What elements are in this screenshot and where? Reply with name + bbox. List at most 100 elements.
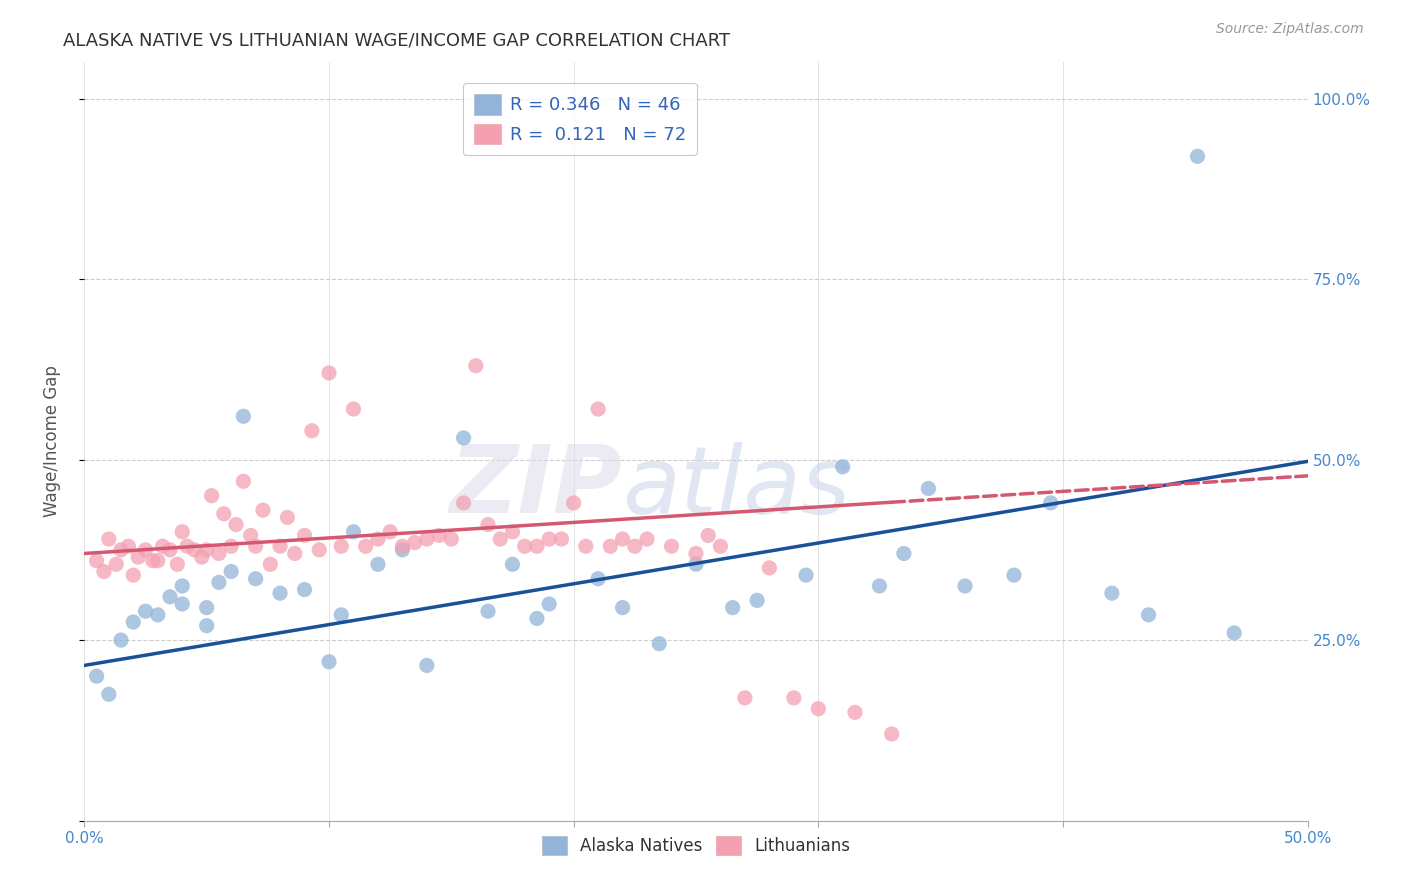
Text: atlas: atlas xyxy=(623,442,851,533)
Point xyxy=(404,535,426,549)
Point xyxy=(427,528,450,542)
Point xyxy=(526,539,548,553)
Point xyxy=(391,539,413,553)
Point xyxy=(586,572,609,586)
Point xyxy=(477,517,499,532)
Point xyxy=(135,542,157,557)
Point xyxy=(685,558,707,572)
Point xyxy=(844,706,866,720)
Point xyxy=(354,539,377,553)
Point xyxy=(367,558,389,572)
Point xyxy=(294,528,316,542)
Point xyxy=(1137,607,1160,622)
Point xyxy=(869,579,891,593)
Point xyxy=(208,546,231,560)
Point xyxy=(276,510,298,524)
Point xyxy=(831,459,853,474)
Point xyxy=(269,539,291,553)
Point xyxy=(624,539,647,553)
Point xyxy=(86,669,108,683)
Point xyxy=(440,532,463,546)
Point xyxy=(502,524,524,539)
Point xyxy=(146,607,169,622)
Point xyxy=(294,582,316,597)
Point xyxy=(416,658,439,673)
Point xyxy=(342,402,364,417)
Point xyxy=(893,546,915,560)
Point xyxy=(709,539,731,553)
Point xyxy=(195,618,218,632)
Point xyxy=(661,539,683,553)
Point xyxy=(301,424,323,438)
Point xyxy=(142,554,165,568)
Point xyxy=(159,590,181,604)
Point xyxy=(252,503,274,517)
Point xyxy=(195,542,218,557)
Point xyxy=(380,524,402,539)
Point xyxy=(953,579,976,593)
Point xyxy=(232,409,254,424)
Point xyxy=(245,539,267,553)
Point xyxy=(200,489,222,503)
Point xyxy=(86,554,108,568)
Point xyxy=(1101,586,1123,600)
Point xyxy=(259,558,281,572)
Text: Source: ZipAtlas.com: Source: ZipAtlas.com xyxy=(1216,22,1364,37)
Point xyxy=(284,546,307,560)
Point xyxy=(117,539,139,553)
Point xyxy=(127,550,149,565)
Point xyxy=(172,597,194,611)
Point xyxy=(1002,568,1025,582)
Point xyxy=(146,554,169,568)
Legend: Alaska Natives, Lithuanians: Alaska Natives, Lithuanians xyxy=(536,829,856,862)
Point xyxy=(195,600,218,615)
Point xyxy=(172,524,194,539)
Point xyxy=(550,532,572,546)
Point xyxy=(1187,149,1209,163)
Point xyxy=(794,568,817,582)
Point xyxy=(783,690,806,705)
Point xyxy=(219,539,242,553)
Point xyxy=(747,593,769,607)
Point xyxy=(685,546,707,560)
Text: ZIP: ZIP xyxy=(450,441,623,533)
Point xyxy=(880,727,903,741)
Point xyxy=(135,604,157,618)
Point xyxy=(159,542,181,557)
Point xyxy=(1223,626,1246,640)
Point xyxy=(93,565,115,579)
Point xyxy=(599,539,621,553)
Point xyxy=(245,572,267,586)
Point xyxy=(172,579,194,593)
Point xyxy=(318,655,340,669)
Point xyxy=(191,550,214,565)
Point xyxy=(697,528,720,542)
Point xyxy=(269,586,291,600)
Point xyxy=(166,558,188,572)
Point xyxy=(612,532,634,546)
Point xyxy=(758,561,780,575)
Point xyxy=(538,597,561,611)
Point xyxy=(97,687,120,701)
Text: ALASKA NATIVE VS LITHUANIAN WAGE/INCOME GAP CORRELATION CHART: ALASKA NATIVE VS LITHUANIAN WAGE/INCOME … xyxy=(63,31,730,49)
Point xyxy=(416,532,439,546)
Point xyxy=(212,507,235,521)
Point xyxy=(526,611,548,625)
Point xyxy=(464,359,486,373)
Point xyxy=(208,575,231,590)
Point xyxy=(330,539,353,553)
Point xyxy=(367,532,389,546)
Point xyxy=(219,565,242,579)
Point xyxy=(575,539,598,553)
Point xyxy=(152,539,174,553)
Point xyxy=(105,558,128,572)
Point xyxy=(489,532,512,546)
Point xyxy=(176,539,198,553)
Point xyxy=(586,402,609,417)
Point xyxy=(807,702,830,716)
Point xyxy=(122,615,145,629)
Point xyxy=(477,604,499,618)
Point xyxy=(330,607,353,622)
Point xyxy=(453,496,475,510)
Point xyxy=(734,690,756,705)
